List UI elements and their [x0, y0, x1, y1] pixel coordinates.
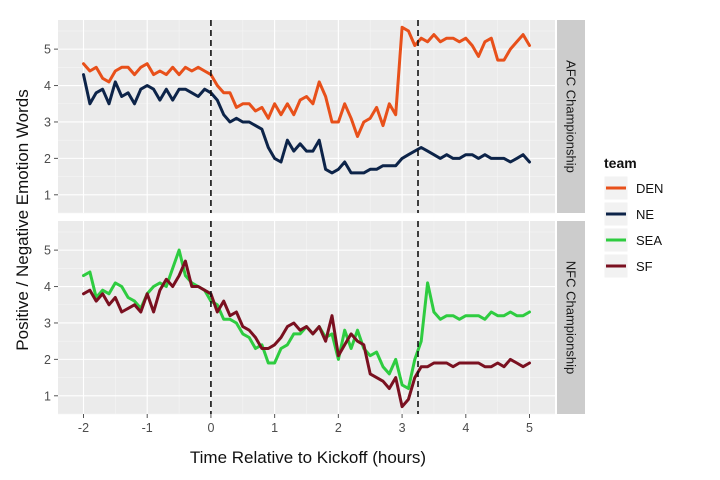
- legend: team DEN NE SEA SF: [603, 155, 663, 279]
- facet-strip: [557, 221, 585, 414]
- series-line-sf: [82, 259, 531, 409]
- legend-item-ne: NE: [603, 201, 654, 227]
- x-tick-label: 1: [271, 421, 278, 435]
- y-tick-label: 3: [44, 115, 51, 129]
- y-tick-label: 4: [44, 79, 51, 93]
- x-tick-label: 3: [399, 421, 406, 435]
- y-tick-label: 4: [44, 280, 51, 294]
- facet-strip: [557, 20, 585, 213]
- y-tick-label: 1: [44, 188, 51, 202]
- x-tick-label: 2: [335, 421, 342, 435]
- x-axis-title: Time Relative to Kickoff (hours): [190, 448, 426, 467]
- y-axis-title: Positive / Negative Emotion Words: [13, 89, 32, 350]
- y-tick-label: 5: [44, 244, 51, 258]
- y-tick-label: 5: [44, 43, 51, 57]
- y-tick-label: 2: [44, 353, 51, 367]
- x-tick-label: -1: [142, 421, 153, 435]
- series-line-den: [82, 25, 531, 138]
- x-axis: -2 -1 0 1 2 3 4 5: [78, 414, 533, 435]
- facet-strip-label: NFC Championship: [564, 261, 579, 374]
- legend-item-den: DEN: [603, 175, 663, 201]
- legend-label: SEA: [636, 233, 662, 248]
- facet-strip-label: AFC Championship: [564, 60, 579, 173]
- x-tick-label: 5: [526, 421, 533, 435]
- legend-item-sea: SEA: [603, 227, 662, 253]
- legend-title: team: [604, 155, 637, 171]
- y-tick-label: 3: [44, 316, 51, 330]
- legend-items: DEN NE SEA SF: [603, 175, 663, 279]
- series-line-ne: [82, 73, 531, 175]
- legend-item-sf: SF: [603, 253, 653, 279]
- x-tick-label: 0: [207, 421, 214, 435]
- panels-layer: 1 2 3 4 5 AFC Championship 1 2 3 4 5 NFC Championsh…: [44, 20, 585, 435]
- legend-label: DEN: [636, 181, 663, 196]
- x-tick-label: 4: [462, 421, 469, 435]
- legend-label: NE: [636, 207, 654, 222]
- panel-2: 1 2 3 4 5 NFC Championship: [44, 221, 585, 415]
- x-tick-label: -2: [78, 421, 89, 435]
- y-tick-label: 1: [44, 389, 51, 403]
- panel-1: 1 2 3 4 5 AFC Championship: [44, 20, 585, 214]
- legend-label: SF: [636, 259, 653, 274]
- y-tick-label: 2: [44, 152, 51, 166]
